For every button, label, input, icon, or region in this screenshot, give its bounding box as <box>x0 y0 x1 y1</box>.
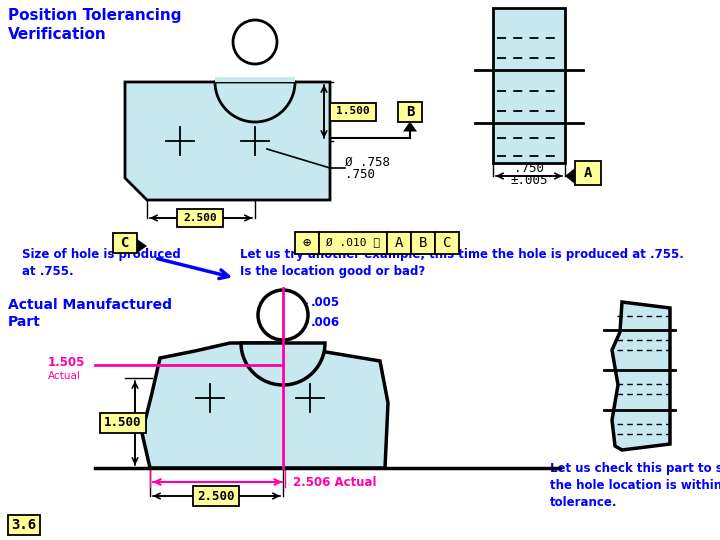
Text: 1.500: 1.500 <box>104 416 142 429</box>
Polygon shape <box>215 77 295 82</box>
Text: Let us check this part to see if
the hole location is within
tolerance.: Let us check this part to see if the hol… <box>550 462 720 509</box>
FancyBboxPatch shape <box>177 209 223 227</box>
Text: A: A <box>584 166 592 180</box>
Text: Ø .758: Ø .758 <box>345 156 390 168</box>
Polygon shape <box>403 122 417 132</box>
Text: A: A <box>395 236 403 250</box>
Text: Position Tolerancing
Verification: Position Tolerancing Verification <box>8 8 181 42</box>
Polygon shape <box>125 82 330 200</box>
Circle shape <box>233 20 277 64</box>
Text: C: C <box>121 236 129 250</box>
Text: B: B <box>419 236 427 250</box>
FancyBboxPatch shape <box>398 102 422 122</box>
FancyBboxPatch shape <box>113 233 137 253</box>
Wedge shape <box>241 343 325 385</box>
FancyBboxPatch shape <box>411 232 435 254</box>
Wedge shape <box>215 82 295 122</box>
Text: 2.500: 2.500 <box>183 213 217 223</box>
Text: 1.500: 1.500 <box>336 106 370 117</box>
FancyBboxPatch shape <box>319 232 387 254</box>
FancyBboxPatch shape <box>435 232 459 254</box>
Text: Actual Manufactured
Part: Actual Manufactured Part <box>8 298 172 329</box>
FancyBboxPatch shape <box>493 8 565 163</box>
Text: .005: .005 <box>311 296 340 309</box>
FancyBboxPatch shape <box>8 515 40 535</box>
Text: 2.506 Actual: 2.506 Actual <box>293 476 377 489</box>
Polygon shape <box>565 168 575 184</box>
Polygon shape <box>612 302 670 450</box>
Polygon shape <box>142 343 388 468</box>
Text: .750: .750 <box>514 161 544 174</box>
FancyBboxPatch shape <box>100 413 146 433</box>
FancyBboxPatch shape <box>330 103 376 120</box>
Text: Actual: Actual <box>48 371 81 381</box>
Text: 3.6: 3.6 <box>12 518 37 532</box>
FancyBboxPatch shape <box>575 161 601 185</box>
FancyBboxPatch shape <box>192 486 238 506</box>
FancyBboxPatch shape <box>295 232 319 254</box>
Circle shape <box>258 290 308 340</box>
FancyBboxPatch shape <box>387 232 411 254</box>
Text: 2.500: 2.500 <box>197 489 234 503</box>
Text: .750: .750 <box>345 168 375 181</box>
Text: ⊕: ⊕ <box>303 236 311 250</box>
Text: Ø .010 Ⓜ: Ø .010 Ⓜ <box>326 238 380 248</box>
Text: B: B <box>406 105 414 118</box>
Text: ±.005: ±.005 <box>510 174 548 187</box>
Text: 1.505: 1.505 <box>48 356 86 369</box>
Text: C: C <box>443 236 451 250</box>
Text: .006: .006 <box>311 316 340 329</box>
Text: Size of hole is produced
at .755.: Size of hole is produced at .755. <box>22 248 181 278</box>
Text: Let us try another example, this time the hole is produced at .755.
Is the locat: Let us try another example, this time th… <box>240 248 684 278</box>
Polygon shape <box>137 239 147 253</box>
